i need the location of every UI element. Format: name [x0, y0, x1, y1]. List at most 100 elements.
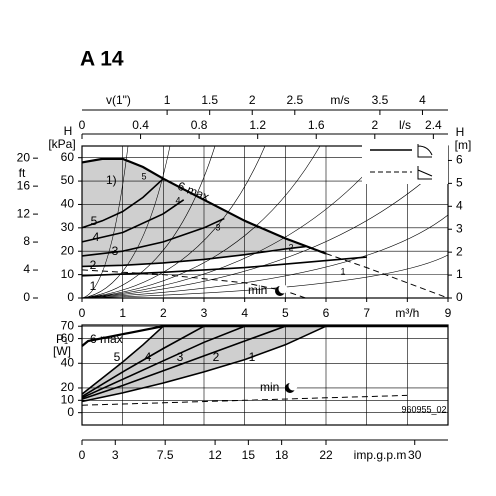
curve-label: 4 [93, 230, 100, 244]
y3-axis-label: ft [19, 166, 26, 180]
system-curve [81, 145, 216, 299]
y-tick-label: 60 [61, 150, 75, 164]
gpm-tick-label: 18 [275, 448, 289, 462]
y-tick-label: 40 [61, 355, 75, 369]
y2-tick-label: 6 [456, 153, 463, 167]
y-tick-label: 40 [61, 197, 75, 211]
curve-label: 5 [141, 171, 146, 181]
pump-curve [81, 325, 205, 398]
system-curve [81, 214, 449, 299]
y2-tick-label: 3 [456, 221, 463, 235]
y2-tick-label: 1 [456, 267, 463, 281]
legend-icon [417, 166, 433, 180]
y2-tick-label: 4 [456, 198, 463, 212]
curve-label: 1 [340, 266, 345, 276]
y2-tick-label: 5 [456, 176, 463, 190]
y-tick-label: 60 [61, 331, 75, 345]
y-tick-label: 30 [61, 220, 75, 234]
curve-label: 4 [175, 195, 180, 205]
y-tick-label: 20 [61, 380, 75, 394]
y2-axis-unit: [m] [455, 138, 472, 152]
y-tick-label: 50 [61, 173, 75, 187]
gpm-tick-label: 0 [79, 448, 86, 462]
top-tick-label: 1.6 [308, 118, 325, 132]
curve-label: min [260, 380, 279, 394]
pump-curve [81, 325, 327, 403]
gpm-tick-label: 15 [242, 448, 256, 462]
curve-label: 2 [288, 242, 293, 252]
y-axis-label: P₁ [56, 332, 68, 346]
x-tick-label: 4 [241, 306, 248, 320]
y-tick-label: 10 [61, 267, 75, 281]
y-axis-unit: [W] [53, 344, 71, 358]
top-tick-label: 1.2 [249, 118, 266, 132]
gpm-tick-label: 3 [112, 448, 119, 462]
chart-title: A 14 [80, 48, 124, 71]
curve-label: 3 [112, 244, 119, 258]
curve-label: min [248, 283, 267, 297]
top-tick-label: 0.8 [191, 118, 208, 132]
gpm-tick-label: 12 [208, 448, 222, 462]
gpm-tick-label: 7.5 [157, 448, 174, 462]
curve-label: 4 [145, 350, 152, 364]
system-curve [81, 145, 129, 299]
y-tick-label: 10 [61, 392, 75, 406]
x-tick-label: 3 [201, 306, 208, 320]
x-tick-label: 0 [79, 306, 86, 320]
curve-label: 3 [215, 222, 220, 232]
pump-curve [325, 253, 449, 299]
curve-label: 3 [177, 350, 184, 364]
top-tick-label: 1 [164, 93, 171, 107]
gpm-tick-label: 22 [319, 448, 333, 462]
curve-label: 1 [249, 350, 256, 364]
pump-curve [81, 325, 286, 400]
y3-tick-label: 12 [17, 206, 31, 220]
pump-curve [81, 325, 245, 399]
y3-tick-label: 20 [17, 150, 31, 164]
pump-curve [81, 325, 164, 395]
pump-curve [81, 325, 448, 347]
x-tick-label: 5 [282, 306, 289, 320]
y3-tick-label: 16 [17, 178, 31, 192]
system-curve [81, 145, 321, 299]
curve-label: 2 [213, 350, 220, 364]
curve-label: 5 [114, 350, 121, 364]
y3-tick-label: 4 [23, 262, 30, 276]
upper-frame [81, 145, 449, 299]
top-tick-label: 2.5 [286, 93, 303, 107]
x-tick-label: 1 [119, 306, 126, 320]
curve-label: 6 max [90, 332, 123, 346]
y-tick-label: 0 [67, 405, 74, 419]
gpm-tick-label: 30 [408, 448, 422, 462]
footnote: 1) [106, 173, 117, 187]
y3-tick-label: 8 [23, 234, 30, 248]
x-tick-label: 7 [363, 306, 370, 320]
y-axis-unit: [kPa] [48, 137, 75, 151]
legend-icon [417, 144, 433, 158]
pump-curve [81, 394, 408, 406]
legend [362, 140, 448, 184]
curve-label: 2 [90, 258, 97, 272]
curve-label: 5 [91, 214, 98, 228]
top-tick-label: 2 [249, 93, 256, 107]
x-tick-label: m³/h [395, 306, 419, 320]
curve-layer [81, 157, 449, 406]
y2-tick-label: 2 [456, 244, 463, 258]
top-tick-label: 0 [79, 118, 86, 132]
top-tick-label: 2.4 [425, 118, 442, 132]
pump-curve [81, 199, 185, 243]
pump-curve [81, 269, 306, 299]
y3-tick-label: 0 [23, 290, 30, 304]
pump-curve [81, 245, 306, 268]
x-tick-label: 6 [323, 306, 330, 320]
system-curve [81, 145, 266, 299]
y-tick-label: 20 [61, 243, 75, 257]
curve-label: 1 [90, 279, 97, 293]
v-axis-label: v(1") [106, 93, 131, 107]
x-axis-label: imp.g.p.m [354, 448, 407, 462]
ls-axis-label: l/s [399, 118, 411, 132]
top-tick-label: 2 [371, 118, 378, 132]
